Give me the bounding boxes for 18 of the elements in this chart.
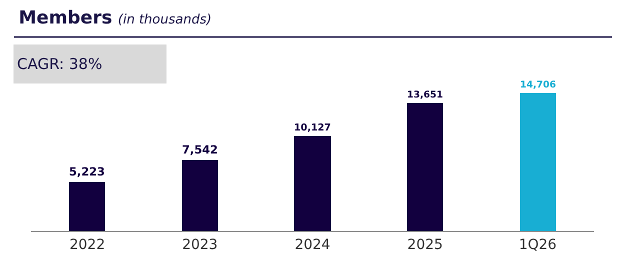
x-tick-label: 2025 (407, 236, 443, 253)
data-label: 13,651 (407, 89, 443, 100)
bar (520, 93, 556, 231)
data-label: 14,706 (520, 79, 556, 90)
x-tick-label: 1Q26 (518, 236, 557, 253)
bar (69, 182, 105, 231)
bar (294, 136, 331, 231)
text: CAGR: 38% (17, 55, 102, 73)
bar (182, 160, 218, 231)
chart-title: Members (18, 7, 112, 28)
x-tick-label: 2023 (182, 236, 218, 253)
data-label: 5,223 (69, 164, 105, 179)
x-tick-label: 2024 (294, 236, 330, 253)
x-tick-label: 2022 (69, 236, 106, 253)
data-label: 10,127 (294, 122, 331, 134)
bar (407, 103, 443, 231)
chart-subtitle: (in thousands) (118, 12, 212, 28)
data-label: 7,542 (182, 142, 218, 157)
